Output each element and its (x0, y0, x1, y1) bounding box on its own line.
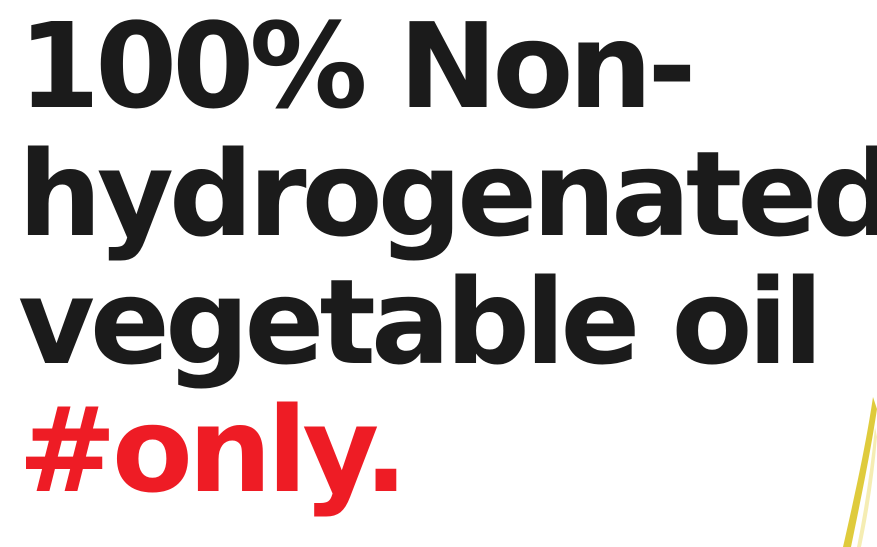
headline-line-2: hydrogenated (18, 125, 877, 263)
headline-hashtag: #only. (18, 381, 408, 519)
oil-streak-graphic (843, 397, 877, 547)
headline-line-1: 100% Non- (18, 0, 696, 135)
headline: 100% Non- hydrogenated vegetable oil #on… (18, 2, 877, 514)
headline-line-3: vegetable oil (18, 253, 823, 391)
